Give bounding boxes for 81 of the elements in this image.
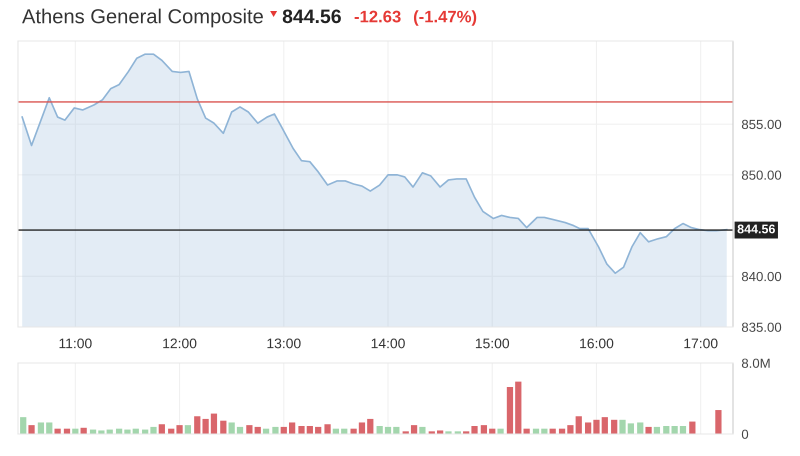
bar bbox=[246, 425, 253, 434]
bar bbox=[220, 420, 226, 434]
bar bbox=[524, 428, 530, 434]
bar bbox=[80, 428, 87, 434]
bar bbox=[324, 424, 331, 434]
bar bbox=[558, 428, 566, 434]
bar bbox=[116, 428, 122, 434]
bar bbox=[532, 428, 540, 434]
bar bbox=[410, 425, 418, 434]
bar bbox=[515, 382, 522, 434]
bar bbox=[584, 422, 592, 434]
bar bbox=[64, 428, 70, 434]
bar bbox=[576, 416, 582, 434]
bar bbox=[176, 425, 183, 434]
bar bbox=[480, 425, 488, 434]
bar bbox=[46, 422, 52, 434]
bar bbox=[663, 426, 670, 434]
bar bbox=[194, 416, 200, 434]
bar bbox=[506, 386, 514, 434]
y-tick-label: 840.00 bbox=[742, 272, 782, 282]
chart-title: Athens General Composite bbox=[22, 8, 263, 28]
x-tick-label: 12:00 bbox=[163, 338, 196, 348]
bar bbox=[367, 418, 374, 434]
bar bbox=[350, 428, 357, 434]
bar bbox=[341, 428, 348, 434]
bar bbox=[593, 420, 600, 434]
bar bbox=[393, 426, 400, 434]
bar bbox=[288, 422, 296, 434]
ref-line-label: 844.56 bbox=[738, 224, 775, 234]
x-tick-label: 13:00 bbox=[267, 338, 301, 348]
bar bbox=[38, 422, 44, 434]
bar bbox=[619, 420, 626, 434]
bar bbox=[550, 428, 556, 434]
bar bbox=[602, 417, 608, 434]
bar bbox=[202, 418, 209, 434]
bar bbox=[672, 426, 678, 434]
x-tick-label: 17:00 bbox=[684, 338, 718, 348]
bar bbox=[497, 428, 504, 434]
bar bbox=[358, 422, 366, 434]
bar bbox=[332, 428, 340, 434]
x-tick-label: 15:00 bbox=[476, 338, 510, 348]
bar bbox=[376, 426, 383, 434]
bar bbox=[228, 422, 235, 434]
bar bbox=[611, 420, 618, 434]
bar bbox=[106, 430, 113, 434]
bar bbox=[210, 414, 218, 434]
bar bbox=[541, 428, 548, 434]
bar bbox=[680, 426, 686, 434]
y-tick-label: 855.00 bbox=[742, 120, 782, 130]
bar bbox=[315, 426, 322, 434]
bar bbox=[489, 428, 496, 434]
x-tick-label: 16:00 bbox=[580, 338, 614, 348]
y-tick-label: 835.00 bbox=[742, 322, 782, 332]
bar bbox=[184, 425, 192, 434]
bar bbox=[689, 422, 696, 434]
bar bbox=[72, 428, 78, 434]
y-tick-label: 0 bbox=[742, 430, 748, 439]
bar bbox=[262, 428, 270, 434]
y-tick-label: 8.0M bbox=[742, 358, 770, 368]
bar bbox=[20, 417, 26, 434]
bar bbox=[637, 422, 644, 434]
bar bbox=[306, 426, 313, 434]
text: (-1.47%) bbox=[414, 10, 476, 26]
bar bbox=[471, 426, 478, 434]
bar bbox=[280, 426, 287, 434]
text: -12.63 bbox=[354, 10, 401, 22]
bar bbox=[567, 425, 574, 434]
x-tick-label: 11:00 bbox=[60, 338, 92, 348]
bar bbox=[158, 424, 165, 434]
bar bbox=[254, 426, 261, 434]
bar bbox=[168, 428, 174, 434]
bar bbox=[54, 428, 61, 434]
bar bbox=[132, 428, 139, 434]
y-tick-label: 850.00 bbox=[742, 170, 782, 180]
bar bbox=[298, 426, 305, 434]
x-tick-label: 14:00 bbox=[372, 338, 405, 348]
bar bbox=[28, 425, 35, 434]
bar bbox=[142, 430, 148, 434]
bar bbox=[715, 410, 722, 434]
text: 844.56 bbox=[282, 9, 341, 24]
bar bbox=[628, 423, 634, 434]
